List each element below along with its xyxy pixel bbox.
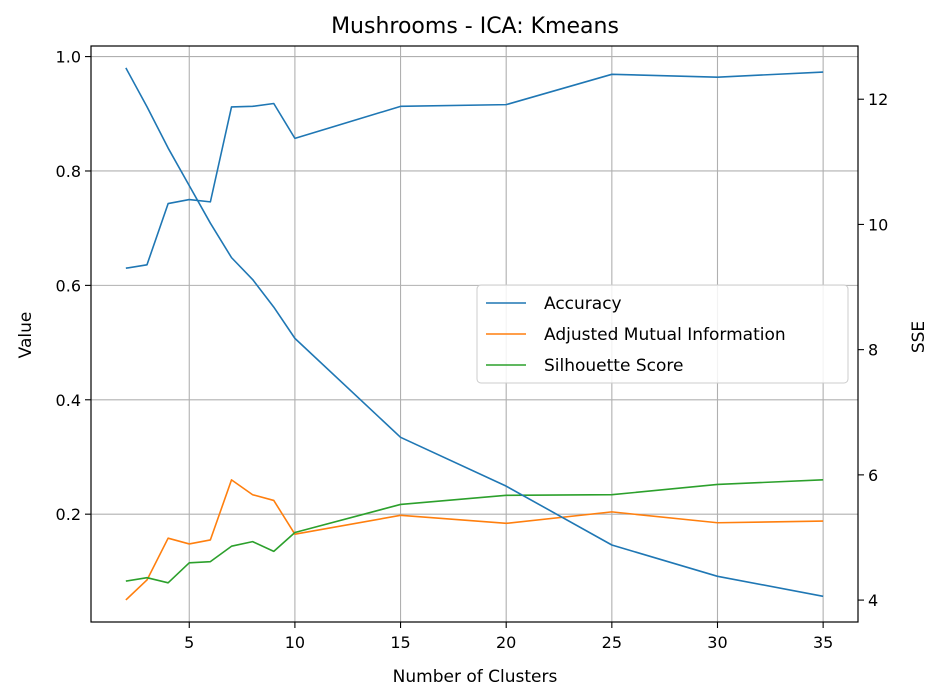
- series-line-silhouette-score: [125, 479, 824, 584]
- x-tick-label: 10: [285, 633, 305, 652]
- legend-label-adjusted-mutual-information: Adjusted Mutual Information: [544, 325, 786, 345]
- x-tick-label: 35: [813, 633, 833, 652]
- series-line-adjusted-mutual-information: [125, 479, 824, 601]
- plot-frame: [90, 45, 859, 623]
- y-tick-label: 0.8: [56, 162, 81, 181]
- y2-tick-label: 12: [868, 90, 888, 109]
- y2-tick-label: 10: [868, 215, 888, 234]
- legend-label-accuracy: Accuracy: [544, 294, 622, 314]
- y-tick-label: 0.4: [56, 391, 81, 410]
- series-line-sse: [125, 67, 824, 598]
- x-tick-label: 25: [602, 633, 622, 652]
- y-tick-label: 0.2: [56, 505, 81, 524]
- chart-title: Mushrooms - ICA: Kmeans: [331, 14, 619, 39]
- y2-tick-label: 8: [868, 341, 878, 360]
- legend-label-silhouette-score: Silhouette Score: [544, 356, 683, 376]
- x-tick-label: 30: [707, 633, 727, 652]
- y-axis-label: Value: [16, 312, 36, 359]
- y2-tick-label: 4: [868, 591, 878, 610]
- x-tick-label: 20: [496, 633, 516, 652]
- legend-box: [476, 284, 849, 384]
- legend: Accuracy Adjusted Mutual Information Silho…: [476, 284, 849, 384]
- axes: 5 10 15 20 25 30 35 0.2 0.4 0.6 0.8 1.0 4 6 8 10 12: [56, 48, 889, 652]
- x-tick-label: 15: [390, 633, 410, 652]
- x-tick-label: 5: [184, 633, 194, 652]
- y2-axis-label: SSE: [909, 321, 929, 353]
- y2-tick-label: 6: [868, 466, 878, 485]
- series-line-accuracy: [125, 71, 824, 270]
- series-lines: [125, 67, 824, 601]
- x-axis-label: Number of Clusters: [393, 667, 558, 687]
- y-tick-label: 0.6: [56, 276, 81, 295]
- y-tick-label: 1.0: [56, 48, 81, 67]
